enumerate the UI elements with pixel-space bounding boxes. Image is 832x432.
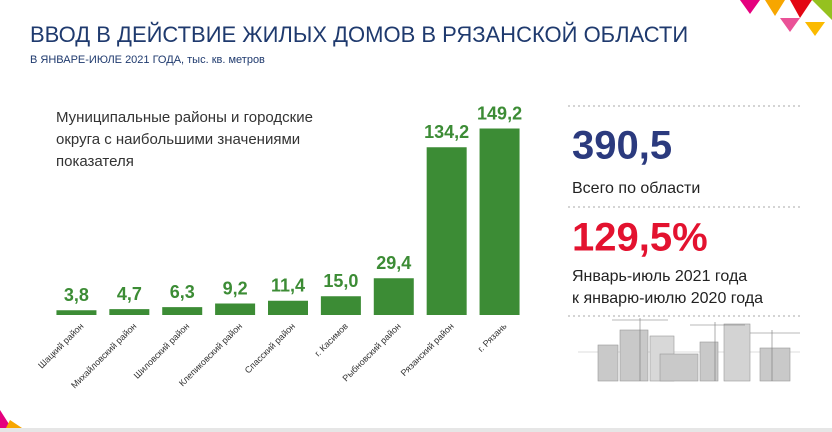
- bar: [268, 300, 308, 315]
- summary-total-label: Всего по области: [572, 180, 700, 197]
- bar: [373, 278, 414, 315]
- annotation: Муниципальные районы и городские: [56, 109, 313, 126]
- buildings-illustration: [578, 318, 800, 382]
- value-label: 4,7: [117, 284, 142, 304]
- chart-title: ВВОД В ДЕЙСТВИЕ ЖИЛЫХ ДОМОВ В РЯЗАНСКОЙ …: [30, 22, 688, 47]
- bar: [215, 303, 256, 315]
- bar: [162, 307, 203, 315]
- bar: [426, 147, 467, 315]
- summary-total: 390,5: [572, 124, 672, 168]
- value-label: 6,3: [170, 282, 195, 302]
- annotation: округа с наибольшими значениями: [56, 131, 300, 148]
- bar: [479, 128, 520, 315]
- value-label: 134,2: [424, 122, 469, 142]
- summary-growth-label: к январю-июлю 2020 года: [572, 290, 763, 307]
- value-label: 15,0: [323, 271, 358, 291]
- value-label: 29,4: [376, 253, 411, 273]
- annotation: показателя: [56, 153, 134, 170]
- value-label: 149,2: [477, 103, 522, 123]
- value-label: 9,2: [223, 278, 248, 298]
- bar: [320, 296, 361, 315]
- bar: [109, 309, 150, 315]
- chart-subtitle: В ЯНВАРЕ-ИЮЛЕ 2021 ГОДА, тыс. кв. метров: [30, 54, 265, 66]
- summary-growth: 129,5%: [572, 216, 708, 260]
- summary-growth-label: Январь-июль 2021 года: [572, 268, 747, 285]
- bar: [56, 310, 97, 315]
- value-label: 11,4: [271, 276, 305, 296]
- value-label: 3,8: [64, 285, 89, 305]
